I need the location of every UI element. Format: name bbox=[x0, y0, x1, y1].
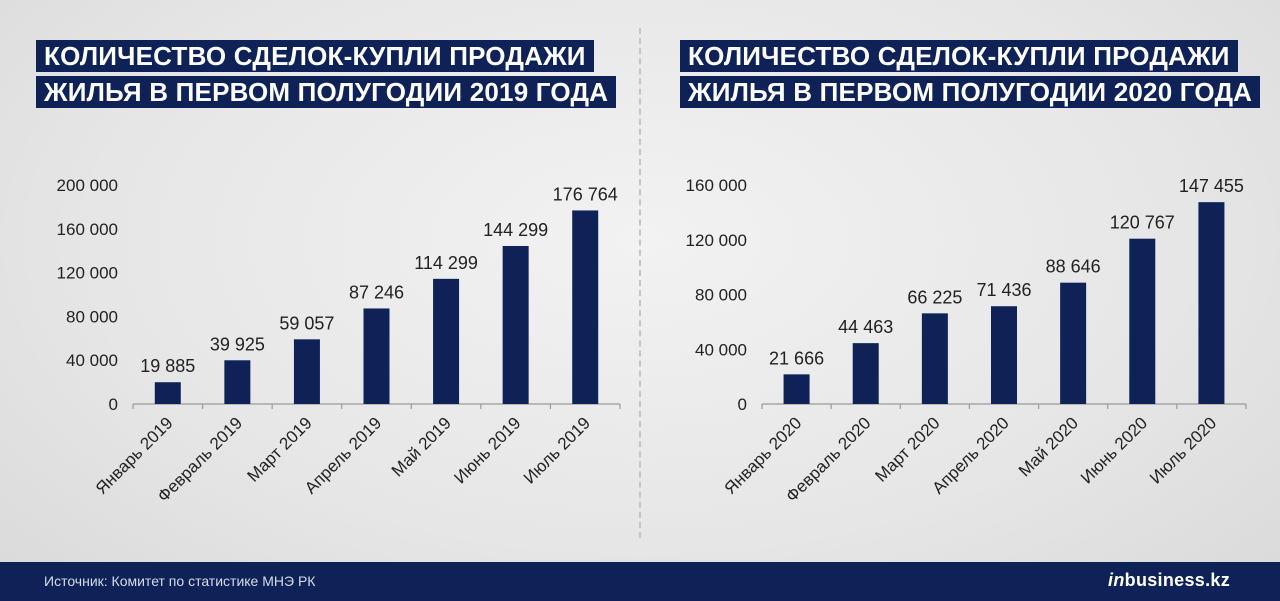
y-tick-label: 40 000 bbox=[695, 340, 747, 359]
y-tick-label: 120 000 bbox=[57, 264, 118, 283]
bar bbox=[852, 343, 879, 404]
bar bbox=[921, 313, 948, 404]
data-label: 66 225 bbox=[907, 287, 962, 307]
bar-chart-2019: 0 40 000 80 000 120 000 160 000 200 000 19 885… bbox=[57, 176, 621, 506]
data-label: 19 885 bbox=[140, 356, 195, 376]
bar bbox=[991, 306, 1017, 404]
chart-panel-2019: КОЛИЧЕСТВО СДЕЛОК-КУПЛИ ПРОДАЖИ ЖИЛЬЯ В … bbox=[0, 0, 640, 560]
data-label: 87 246 bbox=[349, 282, 404, 302]
source-text: Источник: Комитет по статистике МНЭ РК bbox=[44, 573, 316, 589]
x-tick-label: Март 2020 bbox=[871, 413, 943, 485]
bar bbox=[502, 245, 529, 404]
y-tick-label: 80 000 bbox=[66, 307, 118, 326]
x-tick-label: Июнь 2020 bbox=[1077, 413, 1151, 487]
y-tick-label: 120 000 bbox=[686, 231, 747, 250]
bar bbox=[1198, 202, 1225, 404]
data-label: 88 646 bbox=[1046, 257, 1101, 277]
footer-bar: Источник: Комитет по статистике МНЭ РК i… bbox=[0, 562, 1280, 601]
chart-title-line-2: ЖИЛЬЯ В ПЕРВОМ ПОЛУГОДИИ 2019 ГОДА bbox=[36, 76, 617, 108]
y-tick-label: 0 bbox=[109, 395, 118, 414]
data-label: 114 299 bbox=[414, 253, 478, 273]
data-label: 59 057 bbox=[279, 313, 334, 333]
chart-title-line-1: КОЛИЧЕСТВО СДЕЛОК-КУПЛИ ПРОДАЖИ bbox=[680, 40, 1238, 72]
brand-main: business.kz bbox=[1124, 570, 1230, 590]
x-tick-label: Май 2019 bbox=[388, 413, 455, 480]
y-tick-label: 160 000 bbox=[57, 220, 118, 239]
data-label: 39 925 bbox=[210, 334, 265, 354]
y-tick-label: 200 000 bbox=[57, 176, 118, 195]
data-label: 71 436 bbox=[976, 280, 1031, 300]
brand-logo[interactable]: inbusiness.kz bbox=[1108, 570, 1230, 591]
data-label: 144 299 bbox=[483, 220, 548, 240]
y-tick-label: 40 000 bbox=[66, 351, 118, 370]
bar bbox=[783, 374, 810, 404]
y-tick-label: 80 000 bbox=[695, 286, 747, 305]
x-tick-label: Июнь 2019 bbox=[450, 413, 524, 487]
data-label: 44 463 bbox=[838, 317, 893, 337]
chart-panel-2020: КОЛИЧЕСТВО СДЕЛОК-КУПЛИ ПРОДАЖИ ЖИЛЬЯ В … bbox=[640, 0, 1280, 560]
data-label: 120 767 bbox=[1110, 213, 1175, 233]
bar bbox=[433, 278, 460, 404]
x-tick-label: Июль 2019 bbox=[520, 413, 594, 487]
data-label: 21 666 bbox=[769, 348, 824, 368]
x-tick-label: Июль 2020 bbox=[1146, 413, 1220, 487]
data-label: 176 764 bbox=[553, 184, 618, 204]
x-tick-label: Март 2019 bbox=[243, 413, 315, 485]
bar bbox=[572, 210, 599, 404]
panel-divider bbox=[639, 28, 641, 538]
bar bbox=[224, 360, 251, 404]
bar bbox=[1060, 282, 1087, 404]
brand-prefix: in bbox=[1108, 570, 1125, 590]
x-tick-label: Май 2020 bbox=[1015, 413, 1082, 480]
chart-title-line-1: КОЛИЧЕСТВО СДЕЛОК-КУПЛИ ПРОДАЖИ bbox=[36, 40, 594, 72]
chart-title-line-2: ЖИЛЬЯ В ПЕРВОМ ПОЛУГОДИИ 2020 ГОДА bbox=[680, 76, 1261, 108]
data-label: 147 455 bbox=[1179, 176, 1244, 196]
bar bbox=[154, 382, 181, 404]
bar bbox=[293, 339, 320, 404]
bar bbox=[1129, 238, 1156, 404]
y-tick-label: 160 000 bbox=[686, 176, 747, 195]
y-tick-label: 0 bbox=[738, 395, 747, 414]
bar bbox=[363, 308, 390, 404]
